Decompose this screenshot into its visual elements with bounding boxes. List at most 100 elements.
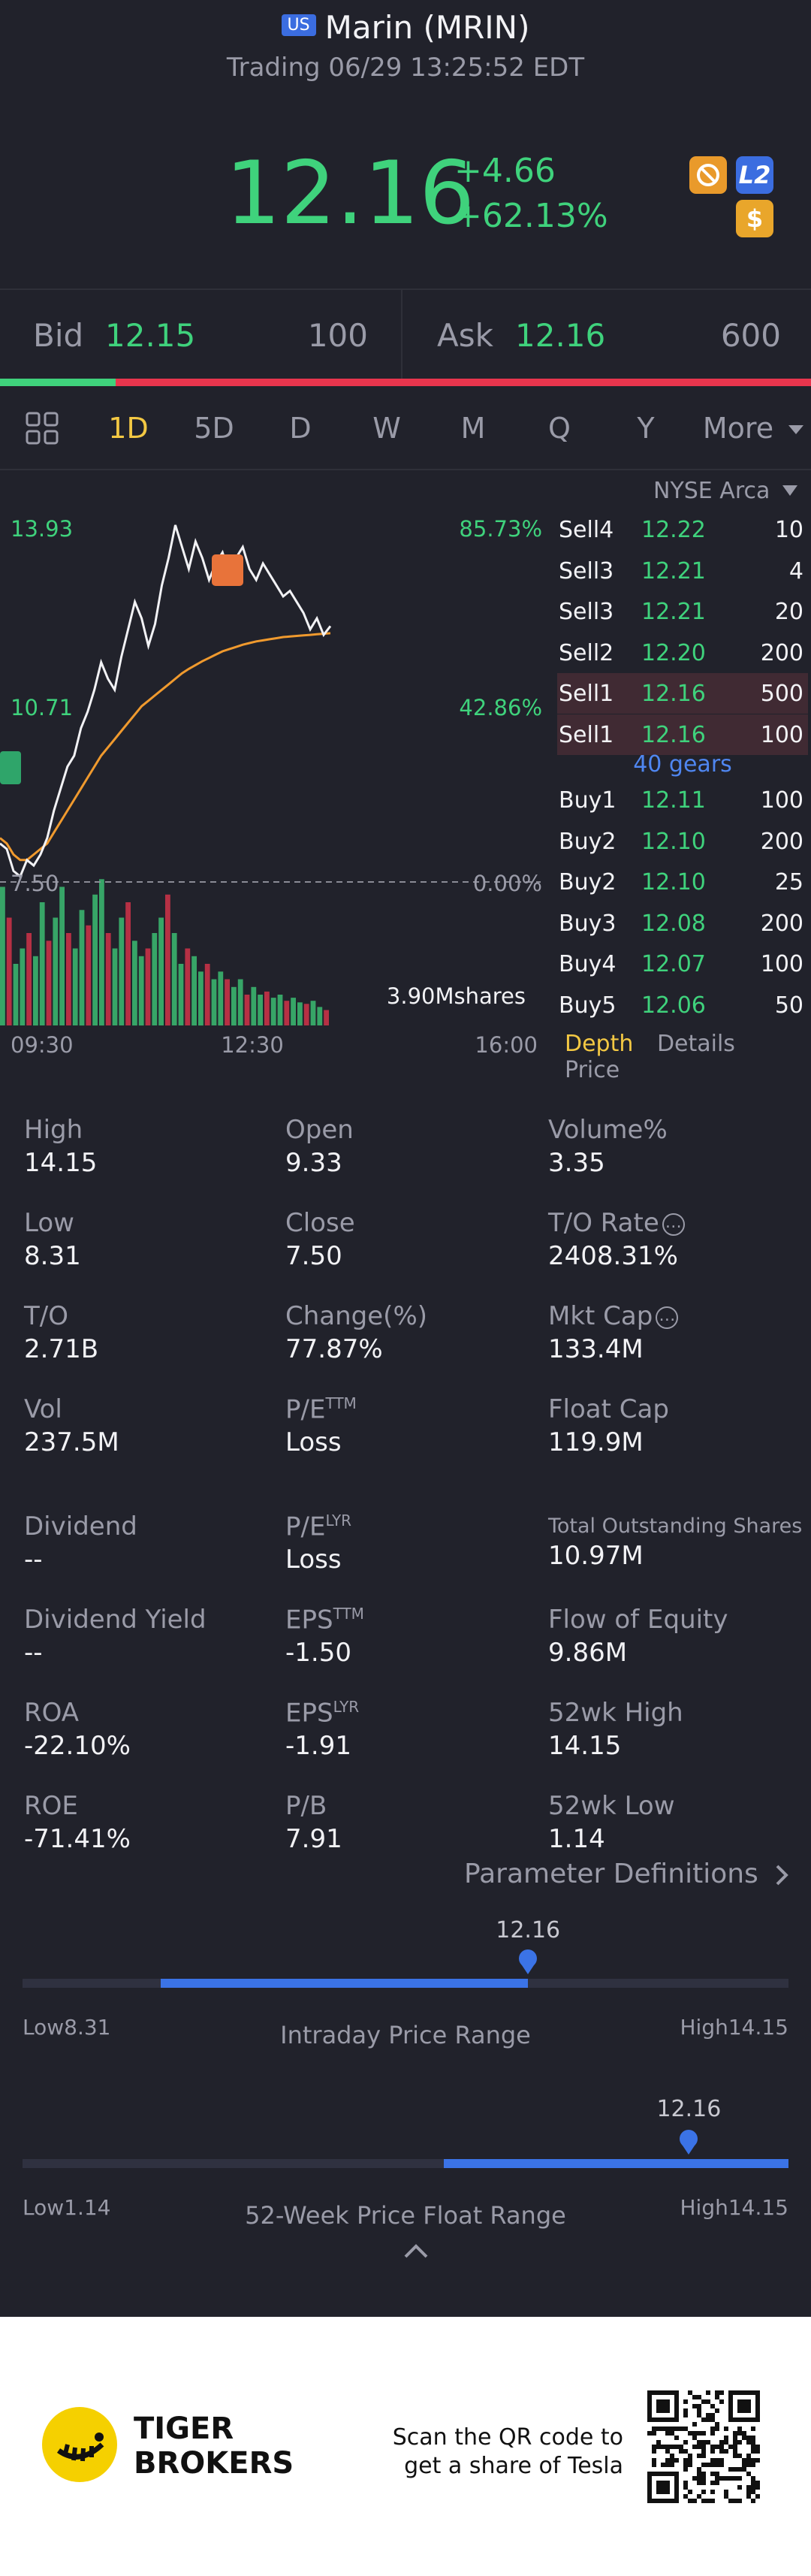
stat-dividend: Dividend -- (24, 1511, 137, 1575)
tab-w[interactable]: W (372, 412, 401, 445)
ask-price: 12.16 (515, 317, 606, 354)
buy-row[interactable]: Buy1 12.11 100 (557, 780, 808, 820)
pct-axis-mid: 42.86% (459, 695, 542, 720)
volume-bar (165, 894, 170, 1026)
brand-name-line1: TIGER (134, 2411, 234, 2446)
volume-bar (171, 933, 177, 1025)
bid-size: 100 (307, 317, 368, 354)
exchange-caret-icon[interactable] (782, 485, 797, 496)
buy-row[interactable]: Buy4 12.07 100 (557, 944, 808, 984)
sell-size: 100 (760, 721, 803, 748)
bid-ask-divider (401, 290, 402, 379)
layout-grid-icon[interactable] (24, 410, 60, 446)
stat-low: Low 8.31 (24, 1208, 81, 1271)
tab-price[interactable]: Price (565, 1057, 620, 1083)
buy-price: 12.06 (641, 992, 706, 1019)
intraday-range-title: Intraday Price Range (280, 2021, 531, 2049)
volume-bar (237, 979, 243, 1025)
stat-close: Close 7.50 (285, 1208, 355, 1271)
volume-bar (99, 879, 104, 1026)
week52-range-fill (444, 2159, 788, 2168)
sell-row[interactable]: Sell1 12.16 500 (557, 673, 808, 714)
tab-depth[interactable]: Depth (565, 1031, 634, 1057)
price-axis-mid: 10.71 (11, 695, 73, 720)
volume-bar (211, 979, 217, 1025)
stat-pe-lyr: P/ELYR Loss (285, 1511, 352, 1575)
tab-1d[interactable]: 1D (108, 412, 149, 445)
signal-marker-icon[interactable] (0, 751, 21, 784)
volume-bar (125, 902, 131, 1025)
stat-vol: Vol 237.5M (24, 1394, 119, 1457)
tab-q[interactable]: Q (548, 412, 571, 445)
buy-price: 12.10 (641, 828, 706, 855)
mkt-cap-info-icon[interactable]: … (656, 1306, 679, 1329)
stat-pe-ttm: P/ETTM Loss (285, 1394, 357, 1458)
gears-count[interactable]: 40 gears (633, 751, 732, 778)
volume-bar (264, 991, 270, 1025)
sell-label: Sell4 (559, 517, 614, 543)
buy-row[interactable]: Buy2 12.10 25 (557, 862, 808, 902)
stat-52wk-low: 52wk Low 1.14 (548, 1791, 675, 1854)
sell-row[interactable]: Sell4 12.22 10 (557, 509, 808, 550)
sell-price: 12.20 (641, 639, 706, 666)
intraday-current-value: 12.16 (496, 1917, 561, 1943)
buy-label: Buy1 (559, 787, 617, 814)
collapse-chevron-icon[interactable] (401, 2240, 431, 2261)
week52-high: High14.15 (680, 2195, 788, 2220)
tab-y[interactable]: Y (637, 412, 655, 445)
volume-bar (185, 948, 191, 1025)
more-caret-icon[interactable] (787, 424, 805, 436)
sell-price: 12.21 (641, 557, 706, 584)
buy-price: 12.11 (641, 787, 706, 814)
dollar-icon[interactable]: $ (736, 200, 773, 237)
tab-m[interactable]: M (460, 412, 486, 445)
stat-change-pct: Change(%) 77.87% (285, 1301, 428, 1364)
event-marker-icon[interactable] (212, 554, 243, 586)
volume-bar (231, 986, 237, 1026)
sell-row[interactable]: Sell2 12.20 200 (557, 633, 808, 673)
tab-d[interactable]: D (289, 412, 312, 445)
x-axis-label-close: 16:00 (475, 1032, 538, 1058)
tab-5d[interactable]: 5D (194, 412, 234, 445)
sell-row[interactable]: Sell3 12.21 20 (557, 591, 808, 632)
volume-bar (198, 971, 204, 1026)
buy-price: 12.10 (641, 869, 706, 895)
price-change-percent: +62.13% (454, 197, 608, 235)
stat-pb: P/B 7.91 (285, 1791, 342, 1854)
exchange-selector[interactable]: NYSE Arca (653, 478, 770, 504)
volume-bar (270, 998, 276, 1025)
volume-bar (53, 917, 59, 1025)
no-short-icon[interactable] (689, 156, 727, 194)
parameter-definitions-link[interactable]: Parameter Definitions (464, 1859, 791, 1889)
sell-row[interactable]: Sell1 12.16 100 (557, 714, 808, 755)
bid-label: Bid (33, 317, 84, 354)
buy-row[interactable]: Buy5 12.06 50 (557, 985, 808, 1025)
volume-bar (92, 894, 98, 1026)
level2-icon[interactable]: L2 (736, 156, 773, 194)
stat-volume-pct: Volume% 3.35 (548, 1115, 668, 1178)
volume-bar (297, 1002, 303, 1026)
buy-label: Buy2 (559, 828, 617, 855)
buy-row[interactable]: Buy3 12.08 200 (557, 903, 808, 944)
price-axis-high: 13.93 (11, 516, 73, 542)
stock-title: US Marin (MRIN) (0, 9, 811, 46)
volume-bar (284, 1001, 290, 1025)
to-rate-info-icon[interactable]: … (662, 1213, 685, 1236)
sell-label: Sell2 (559, 639, 614, 666)
buy-row[interactable]: Buy2 12.10 200 (557, 821, 808, 862)
tab-details[interactable]: Details (656, 1031, 735, 1057)
stat-mkt-cap: Mkt Cap… 133.4M (548, 1301, 803, 1364)
sell-size: 500 (760, 681, 803, 707)
tab-more[interactable]: More (702, 412, 774, 445)
volume-bar (86, 925, 92, 1026)
intraday-high: High14.15 (680, 2015, 788, 2040)
volume-bar (39, 902, 45, 1025)
qr-code-icon[interactable] (647, 2390, 760, 2503)
intraday-range-fill (160, 1979, 529, 1988)
stat-turnover: T/O 2.71B (24, 1301, 99, 1364)
volume-bar (13, 964, 19, 1025)
intraday-chart[interactable]: 13.93 10.71 7.50 85.73% 42.86% 0.00% 3.9… (0, 473, 556, 1074)
stat-roe: ROE -71.41% (24, 1791, 131, 1854)
stat-to-rate: T/O Rate… 2408.31% (548, 1208, 803, 1271)
sell-row[interactable]: Sell3 12.21 4 (557, 551, 808, 591)
